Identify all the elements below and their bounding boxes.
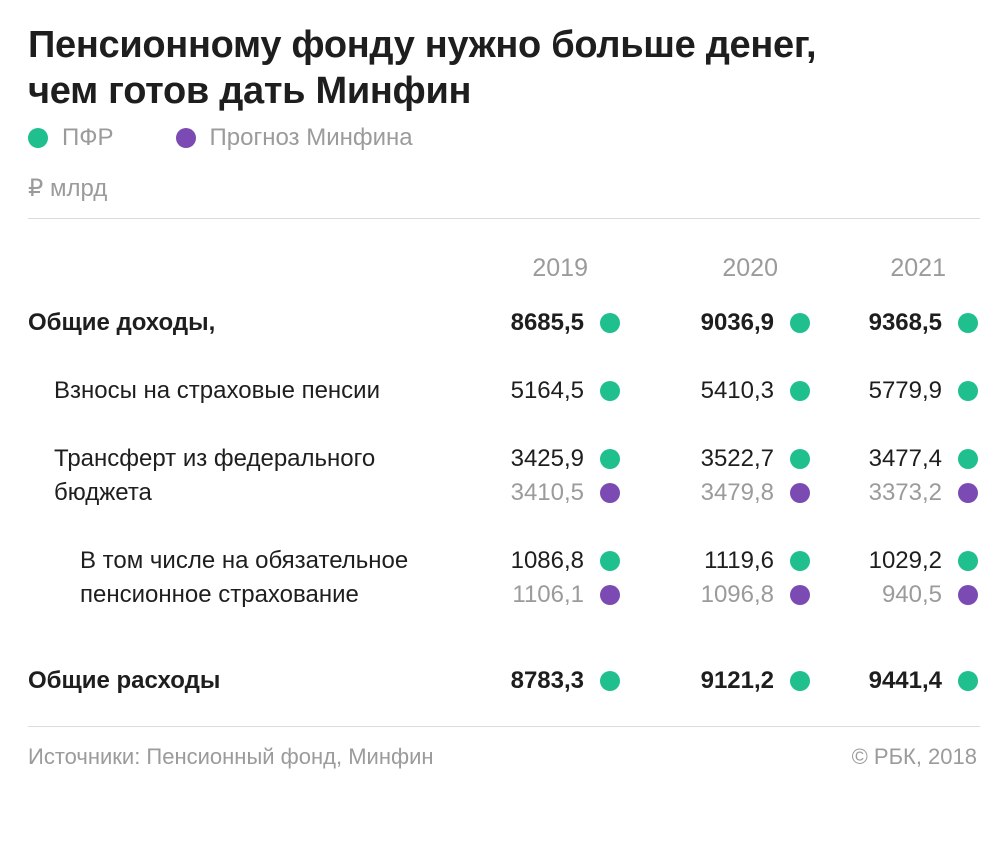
legend-label-minfin: Прогноз Минфина: [209, 124, 413, 151]
cell-value: 5164,5: [510, 377, 584, 404]
table-cell: 1096,8: [650, 580, 810, 610]
pfr-dot-icon: [958, 671, 978, 691]
cell-value: 9036,9: [700, 309, 774, 336]
minfin-dot-icon: [958, 585, 978, 605]
row-label-4: Общие расходы: [28, 664, 220, 698]
table-cell: 1106,1: [460, 580, 620, 610]
pfr-dot-icon: [790, 449, 810, 469]
minfin-dot-icon: [790, 483, 810, 503]
pfr-dot-icon: [600, 313, 620, 333]
row-label-line: Взносы на страховые пенсии: [54, 377, 380, 404]
table-cell: 3479,8: [650, 478, 810, 508]
row-label-line: Общие расходы: [28, 667, 221, 694]
row-label-line: бюджета: [54, 479, 152, 506]
bottom-divider: [28, 726, 980, 727]
table-cell: 8685,5: [460, 308, 620, 338]
table-cell: 1029,2: [818, 546, 978, 576]
cell-value: 3477,4: [868, 445, 942, 472]
cell-value: 940,5: [881, 581, 942, 608]
pfr-dot-icon: [600, 381, 620, 401]
row-label-0: Общие доходы,: [28, 306, 215, 340]
pfr-dot-icon: [600, 449, 620, 469]
table-cell: 1119,6: [650, 546, 810, 576]
minfin-dot-icon: [790, 585, 810, 605]
column-header-2021: 2021: [890, 254, 946, 282]
cell-value: 9121,2: [700, 667, 774, 694]
row-label-line: В том числе на обязательное: [80, 547, 409, 574]
cell-value: 9441,4: [868, 667, 942, 694]
legend-item-minfin: Прогноз Минфина: [175, 124, 413, 152]
cell-value: 3522,7: [700, 445, 774, 472]
minfin-dot-icon: [600, 483, 620, 503]
chart-title-line-2: чем готов дать Минфин: [28, 70, 472, 112]
table-cell: 5779,9: [818, 376, 978, 406]
row-label-line: Общие доходы,: [28, 309, 216, 336]
table-cell: 9368,5: [818, 308, 978, 338]
cell-value: 3425,9: [510, 445, 584, 472]
legend: ПФР Прогноз Минфина: [28, 124, 475, 152]
table-cell: 3410,5: [460, 478, 620, 508]
table-cell: 3522,7: [650, 444, 810, 474]
legend-label-pfr: ПФР: [62, 124, 114, 151]
row-label-line: Трансферт из федерального: [54, 445, 376, 472]
table-cell: 3373,2: [818, 478, 978, 508]
pfr-dot-icon: [958, 381, 978, 401]
table-cell: 3425,9: [460, 444, 620, 474]
table-cell: 9121,2: [650, 666, 810, 696]
pfr-dot-icon: [958, 551, 978, 571]
cell-value: 1029,2: [868, 547, 942, 574]
pfr-dot-icon: [600, 551, 620, 571]
table-cell: 940,5: [818, 580, 978, 610]
cell-value: 1106,1: [512, 581, 584, 608]
cell-value: 3410,5: [510, 479, 584, 506]
pfr-dot-icon: [790, 313, 810, 333]
pfr-dot-icon: [600, 671, 620, 691]
table-cell: 5410,3: [650, 376, 810, 406]
column-header-2019: 2019: [532, 254, 588, 282]
row-label-2: Трансферт из федерального бюджета: [54, 442, 375, 510]
cell-value: 3373,2: [868, 479, 942, 506]
row-label-3: В том числе на обязательное пенсионное ст…: [80, 544, 408, 612]
row-label-line: пенсионное страхование: [80, 581, 359, 608]
legend-dot-minfin: [175, 128, 196, 148]
cell-value: 5410,3: [700, 377, 774, 404]
legend-dot-pfr: [28, 128, 48, 148]
source-note: Источники: Пенсионный фонд, Минфин: [28, 744, 434, 769]
cell-value: 8685,5: [510, 309, 584, 336]
chart-title-line-1: Пенсионному фонду нужно больше денег,: [28, 24, 817, 66]
pfr-dot-icon: [790, 671, 810, 691]
table-cell: 1086,8: [460, 546, 620, 576]
cell-value: 1086,8: [510, 547, 584, 574]
minfin-dot-icon: [600, 585, 620, 605]
chart-title: Пенсионному фонду нужно больше денег, че…: [28, 22, 978, 114]
pfr-dot-icon: [790, 551, 810, 571]
table-cell: 8783,3: [460, 666, 620, 696]
table-cell: 9441,4: [818, 666, 978, 696]
minfin-dot-icon: [958, 483, 978, 503]
table-cell: 9036,9: [650, 308, 810, 338]
row-label-1: Взносы на страховые пенсии: [54, 374, 380, 408]
cell-value: 9368,5: [868, 309, 942, 336]
legend-item-pfr: ПФР: [28, 124, 114, 152]
unit-label: ₽ млрд: [28, 175, 108, 202]
cell-value: 5779,9: [868, 377, 942, 404]
column-header-2020: 2020: [722, 254, 778, 282]
top-divider: [28, 218, 980, 219]
copyright: © РБК, 2018: [851, 744, 977, 769]
cell-value: 1096,8: [700, 581, 774, 608]
cell-value: 3479,8: [700, 479, 774, 506]
cell-value: 1119,6: [704, 547, 774, 574]
table-cell: 5164,5: [460, 376, 620, 406]
table-cell: 3477,4: [818, 444, 978, 474]
pfr-dot-icon: [958, 449, 978, 469]
pfr-dot-icon: [790, 381, 810, 401]
pfr-dot-icon: [958, 313, 978, 333]
cell-value: 8783,3: [510, 667, 584, 694]
